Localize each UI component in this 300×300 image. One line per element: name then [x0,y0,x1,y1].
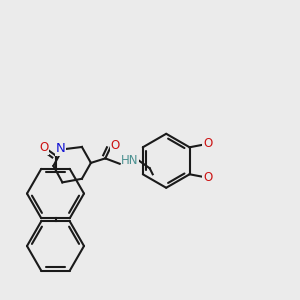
Text: O: O [203,171,212,184]
Text: HN: HN [121,154,139,167]
Text: N: N [56,142,65,155]
Text: O: O [111,139,120,152]
Text: O: O [203,137,212,151]
Text: O: O [40,141,49,154]
